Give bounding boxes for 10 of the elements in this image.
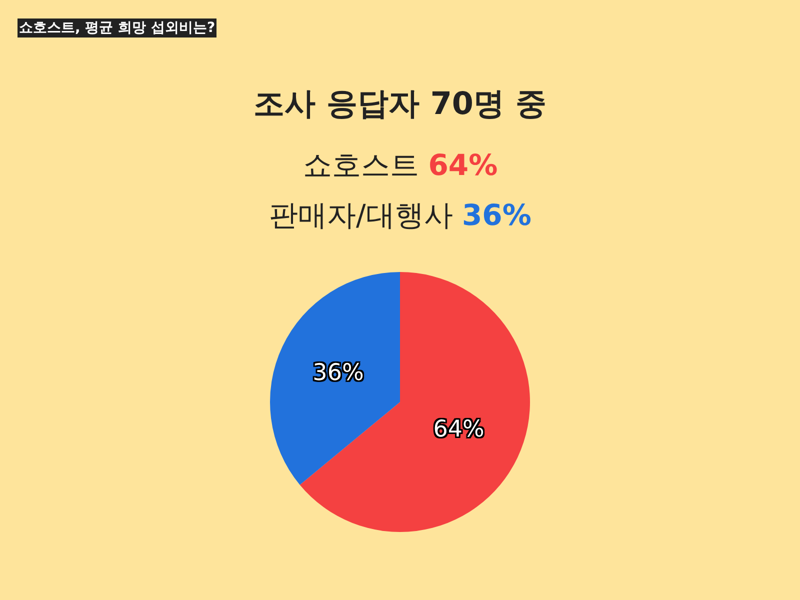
data-label: 64%	[433, 416, 484, 443]
text: 64%	[428, 148, 498, 182]
slice-label: 쇼호스트	[303, 148, 419, 182]
data-label: 36%	[312, 360, 364, 386]
slice-label: 판매자/대행사	[269, 198, 453, 232]
pie-slice	[270, 272, 400, 485]
chart-title: 조사 응답자 70명 중	[254, 86, 546, 122]
text: 36%	[462, 198, 532, 232]
text: 쇼호스트, 평균 희망 섭외비는?	[19, 20, 216, 36]
pie-slice	[300, 272, 530, 532]
